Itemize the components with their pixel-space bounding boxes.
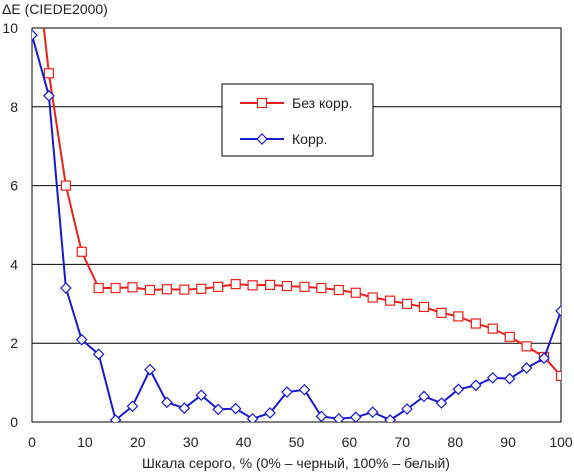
legend: Без корр. Корр. (221, 83, 374, 157)
data-point (161, 396, 173, 409)
data-point (247, 280, 258, 291)
data-point (384, 414, 396, 422)
data-point (332, 412, 345, 422)
x-tick-label: 10 (77, 434, 93, 450)
data-point (144, 284, 156, 296)
y-tick-label: 8 (10, 99, 18, 115)
series-line (42, 28, 561, 377)
data-point (333, 284, 344, 296)
data-point (315, 410, 328, 422)
series-layer (32, 28, 561, 422)
data-point (110, 282, 121, 294)
data-point (127, 282, 138, 293)
data-point (43, 68, 55, 79)
data-point (161, 284, 172, 295)
x-tick-label: 20 (130, 434, 146, 450)
data-point (470, 318, 481, 329)
series-1 (42, 28, 561, 382)
legend-marker (256, 133, 268, 145)
data-point (521, 341, 532, 352)
data-point (264, 279, 276, 290)
data-point (436, 307, 447, 318)
data-point (469, 379, 482, 392)
legend-box (221, 83, 374, 157)
data-point (126, 400, 139, 413)
data-point (264, 407, 276, 419)
data-point (298, 383, 311, 396)
data-point (366, 406, 379, 418)
legend-label: Без корр. (292, 95, 353, 111)
data-point (32, 29, 38, 41)
data-point (299, 281, 310, 292)
data-point (385, 295, 396, 306)
x-tick-labels: 0 10 20 30 40 50 60 70 80 90 100 (28, 434, 573, 450)
data-point (109, 414, 122, 422)
data-point (179, 284, 190, 295)
y-tick-label: 4 (10, 256, 18, 272)
data-point (538, 352, 550, 365)
data-point (93, 282, 104, 294)
legend-marker (256, 97, 268, 109)
data-point (144, 363, 156, 376)
data-point (503, 372, 516, 385)
data-point (349, 411, 362, 422)
y-tick-label: 2 (10, 335, 18, 351)
x-tick-label: 70 (395, 434, 411, 450)
data-point (504, 331, 515, 342)
data-point (350, 287, 361, 298)
data-point (316, 282, 327, 294)
data-point (212, 403, 225, 416)
data-point (435, 397, 448, 409)
data-point (487, 323, 498, 334)
x-tick-label: 40 (236, 434, 252, 450)
data-point (196, 283, 207, 294)
data-point (43, 89, 55, 102)
data-point (520, 362, 533, 374)
data-point (246, 412, 259, 422)
x-tick-label: 100 (549, 434, 573, 450)
x-tick-label: 50 (289, 434, 305, 450)
data-point (76, 246, 87, 257)
x-tick-label: 80 (447, 434, 463, 450)
data-point (229, 402, 242, 415)
legend-label: Корр. (292, 131, 327, 147)
data-point (60, 180, 71, 191)
x-tick-label: 30 (183, 434, 199, 450)
data-point (178, 402, 191, 415)
y-tick-labels: 0 2 4 6 8 10 (2, 20, 18, 430)
data-point (230, 279, 241, 290)
data-point (555, 370, 561, 382)
y-tick-label: 10 (2, 20, 18, 36)
plot-frame (31, 27, 562, 423)
data-point (213, 281, 224, 292)
data-point (60, 282, 72, 294)
y-tick-label: 6 (10, 178, 18, 194)
x-tick-label: 90 (500, 434, 516, 450)
x-tick-label: 0 (28, 434, 36, 450)
data-point (418, 390, 430, 403)
data-point (453, 311, 464, 322)
data-point (281, 386, 293, 398)
data-point (452, 383, 465, 396)
data-point (418, 301, 430, 313)
data-point (401, 403, 413, 415)
data-point (92, 348, 105, 361)
y-axis-label: ΔE (CIEDE2000) (2, 1, 108, 17)
x-tick-label: 60 (342, 434, 358, 450)
data-point (195, 389, 208, 402)
data-point (75, 333, 88, 346)
data-point (281, 280, 293, 292)
series-2 (32, 29, 561, 422)
data-point (401, 298, 413, 309)
data-point (486, 372, 499, 384)
data-point (555, 305, 561, 317)
y-tick-label: 0 (10, 414, 18, 430)
x-axis-label: Шкала серого, % (0% – черный, 100% – бел… (142, 455, 450, 471)
data-point (367, 292, 378, 303)
